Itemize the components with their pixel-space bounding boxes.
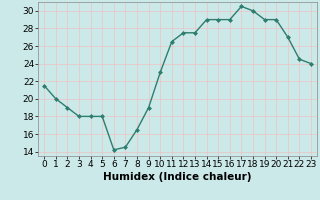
X-axis label: Humidex (Indice chaleur): Humidex (Indice chaleur) [103, 172, 252, 182]
